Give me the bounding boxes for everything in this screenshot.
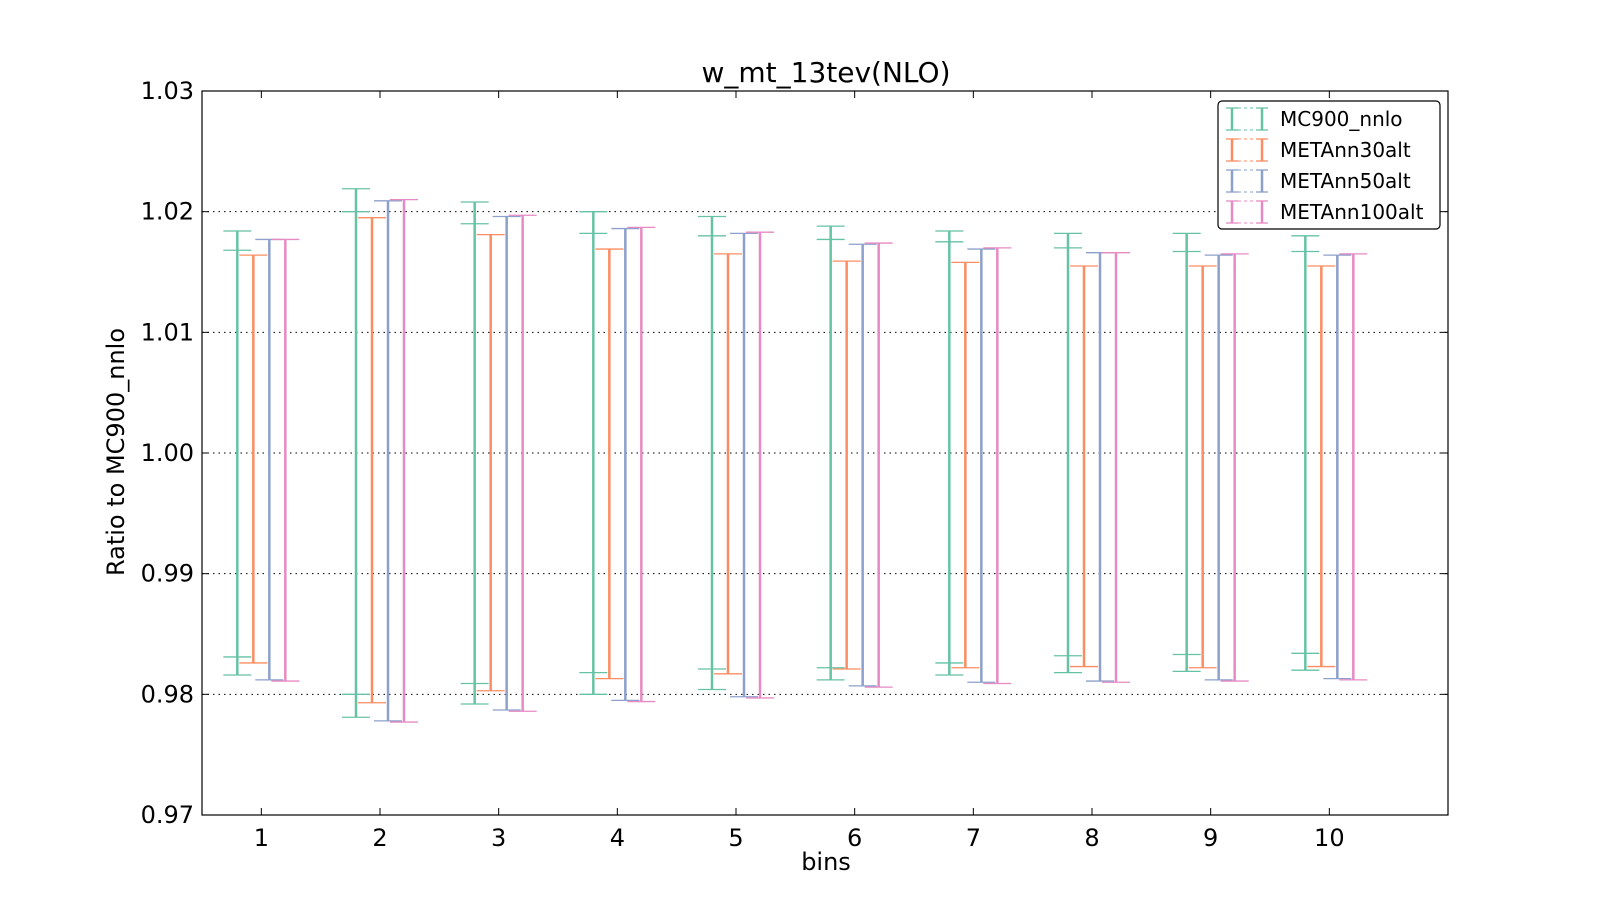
x-tick-label: 3	[491, 824, 506, 852]
x-axis-label: bins	[801, 848, 851, 876]
y-tick-label: 0.99	[141, 560, 194, 588]
y-tick-label: 1.00	[141, 439, 194, 467]
x-tick-label: 2	[372, 824, 387, 852]
chart-title: w_mt_13tev(NLO)	[702, 56, 951, 89]
y-tick-label: 1.03	[141, 77, 194, 105]
legend-box	[1217, 100, 1441, 230]
x-tick-label: 6	[847, 824, 862, 852]
legend-label: MC900_nnlo	[1280, 107, 1403, 131]
series-metann30alt	[239, 217, 1336, 704]
y-tick-label: 0.98	[141, 680, 194, 708]
axes: 0.97 0.98 0.99 1.00 1.01 1.02 1.03 1 2 3 4 5 6 7 8 9 10	[141, 77, 1448, 852]
x-tick-label: 10	[1314, 824, 1345, 852]
legend-entry-mc900-nnlo: MC900_nnlo	[1226, 107, 1403, 131]
y-tick-label: 1.02	[141, 198, 194, 226]
grid	[202, 211, 1448, 695]
error-bars	[223, 188, 1368, 723]
legend-entry-metann30alt: METAnn30alt	[1226, 138, 1411, 162]
legend-label: METAnn100alt	[1280, 200, 1424, 224]
x-tick-label: 1	[254, 824, 269, 852]
series-mc900-nnlo	[223, 188, 1320, 718]
legend: MC900_nnlo METAnn30alt METAnn50alt METAnn10…	[1217, 100, 1441, 230]
legend-entry-metann100alt: METAnn100alt	[1226, 200, 1424, 224]
y-tick-label: 0.97	[141, 801, 194, 829]
x-tick-label: 9	[1203, 824, 1218, 852]
series-metann50alt	[255, 200, 1352, 722]
x-tick-label: 5	[728, 824, 743, 852]
y-axis-label: Ratio to MC900_nnlo	[102, 328, 130, 576]
x-tick-label: 8	[1084, 824, 1099, 852]
y-tick-label: 1.01	[141, 318, 194, 346]
legend-label: METAnn30alt	[1280, 138, 1411, 162]
legend-entry-metann50alt: METAnn50alt	[1226, 169, 1411, 193]
x-tick-label: 4	[610, 824, 625, 852]
series-metann100alt	[271, 198, 1368, 723]
legend-label: METAnn50alt	[1280, 169, 1411, 193]
x-tick-label: 7	[966, 824, 981, 852]
